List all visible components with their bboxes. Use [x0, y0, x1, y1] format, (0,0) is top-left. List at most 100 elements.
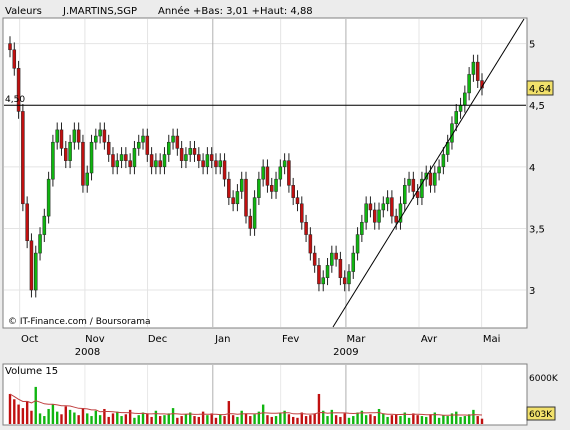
candle-body: [46, 178, 51, 217]
candle-body: [471, 61, 476, 75]
candle-body: [312, 252, 317, 266]
candle-body: [300, 203, 304, 223]
candle-body: [33, 252, 38, 291]
volume-bar: [292, 416, 295, 424]
x-month-label: Oct: [21, 334, 38, 345]
volume-bar: [17, 404, 20, 424]
candle-body: [235, 191, 240, 205]
volume-bar: [227, 401, 231, 424]
volume-bar: [141, 412, 145, 424]
volume-bar: [304, 416, 308, 424]
candle-body: [342, 277, 347, 285]
volume-axis-top: 6000K: [529, 374, 559, 384]
volume-bar: [382, 413, 385, 424]
candle-body: [257, 178, 261, 198]
x-month-label: Mar: [346, 334, 366, 345]
volume-moving-average: [9, 393, 483, 416]
candle-body: [227, 178, 231, 198]
volume-bar: [94, 410, 98, 424]
candle-body: [222, 160, 227, 180]
header-label: Valeurs: [5, 6, 42, 17]
candle-body: [145, 135, 150, 155]
candle-body: [205, 154, 210, 168]
volume-bar: [343, 413, 346, 424]
y-tick-label: 5: [529, 40, 535, 51]
volume-bar: [467, 414, 471, 424]
volume-bar: [261, 404, 265, 424]
volume-bar: [450, 413, 454, 424]
candle-body: [351, 252, 356, 272]
trend-line: [332, 18, 525, 328]
candles: [8, 36, 484, 298]
candle-body: [8, 43, 12, 51]
candle-body: [64, 148, 68, 161]
volume-bar: [279, 413, 282, 424]
candle-body: [403, 185, 407, 205]
x-month-label: Dec: [148, 334, 167, 345]
volume-bar: [60, 414, 63, 424]
candle-body: [385, 197, 390, 205]
candle-body: [149, 154, 154, 168]
candle-body: [368, 203, 373, 211]
candle-body: [463, 92, 467, 106]
candle-body: [51, 141, 55, 180]
candle-body: [364, 203, 368, 223]
volume-bar: [180, 416, 183, 424]
volume-bar: [214, 417, 218, 424]
candle-body: [111, 154, 115, 168]
candle-body: [201, 160, 205, 168]
volume-bar: [163, 415, 166, 424]
volume-bar: [124, 414, 128, 424]
volume-bar: [81, 408, 85, 424]
x-year-label: 2008: [75, 347, 100, 358]
candle-body: [308, 234, 313, 254]
volume-bar: [339, 416, 342, 424]
volume-bar: [13, 399, 16, 424]
candle-body: [381, 203, 386, 211]
volume-bar: [154, 410, 158, 424]
volume-bar: [158, 416, 162, 424]
candle-body: [338, 258, 343, 278]
candle-body: [72, 129, 77, 143]
y-tick-label: 4: [529, 163, 535, 174]
volume-bar: [326, 416, 329, 424]
volume-bar: [472, 409, 475, 424]
candle-body: [347, 271, 351, 285]
volume-bar: [47, 408, 50, 424]
volume-bar: [25, 401, 29, 424]
volume-bar: [90, 416, 93, 424]
volume-bar: [412, 413, 415, 424]
volume-label: Volume 15: [5, 366, 58, 377]
credits-text: © IT-Finance.com / Boursorama: [8, 317, 150, 327]
candle-body: [239, 178, 244, 192]
candle-body: [12, 49, 17, 69]
volume-bar: [455, 411, 458, 424]
candle-body: [475, 61, 480, 81]
candle-body: [214, 160, 218, 168]
volume-bar: [399, 416, 402, 424]
candle-body: [282, 160, 287, 168]
volume-bars: [8, 386, 484, 424]
candle-body: [59, 129, 64, 149]
candle-body: [325, 265, 330, 278]
volume-bar: [433, 412, 436, 424]
candle-body: [317, 265, 321, 285]
candle-body: [175, 135, 180, 149]
volume-bar: [189, 412, 192, 424]
volume-bar: [313, 413, 316, 424]
candle-body: [377, 209, 381, 223]
candle-body: [458, 104, 463, 112]
volume-bar: [300, 412, 303, 424]
candle-body: [21, 111, 25, 205]
candle-body: [394, 215, 398, 223]
candle-body: [192, 148, 197, 155]
volume-bar: [446, 416, 449, 424]
volume-bar: [116, 411, 119, 424]
volume-bar: [437, 417, 441, 424]
y-axis: 3 3,5 4 4,5 5: [529, 40, 545, 297]
candle-body: [398, 203, 403, 223]
volume-bar: [111, 413, 115, 424]
volume-bar: [77, 415, 80, 424]
candle-body: [372, 209, 377, 223]
